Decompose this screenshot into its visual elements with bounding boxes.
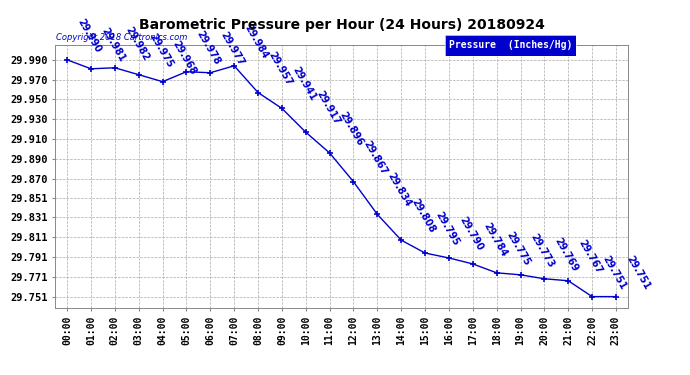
Text: 29.982: 29.982 bbox=[124, 25, 150, 62]
Text: 29.981: 29.981 bbox=[99, 26, 127, 63]
Text: 29.808: 29.808 bbox=[410, 197, 437, 235]
Text: 29.769: 29.769 bbox=[553, 236, 580, 273]
Title: Barometric Pressure per Hour (24 Hours) 20180924: Barometric Pressure per Hour (24 Hours) … bbox=[139, 18, 544, 32]
Text: 29.795: 29.795 bbox=[433, 210, 461, 248]
Text: 29.773: 29.773 bbox=[529, 232, 556, 269]
Text: 29.990: 29.990 bbox=[75, 17, 103, 54]
Text: 29.834: 29.834 bbox=[386, 171, 413, 209]
Text: 29.767: 29.767 bbox=[577, 238, 604, 275]
Text: 29.775: 29.775 bbox=[505, 230, 533, 267]
Text: Copyright 2018 Cartronics.com: Copyright 2018 Cartronics.com bbox=[56, 33, 187, 42]
Text: 29.977: 29.977 bbox=[219, 30, 246, 67]
Text: 29.790: 29.790 bbox=[457, 215, 484, 252]
Text: 29.978: 29.978 bbox=[195, 28, 222, 66]
Text: 29.975: 29.975 bbox=[147, 32, 175, 69]
Text: 29.867: 29.867 bbox=[362, 138, 389, 176]
Text: 29.784: 29.784 bbox=[481, 221, 509, 258]
Text: 29.968: 29.968 bbox=[171, 39, 199, 76]
Text: 29.984: 29.984 bbox=[242, 22, 270, 60]
Text: 29.751: 29.751 bbox=[624, 254, 652, 291]
Text: 29.957: 29.957 bbox=[266, 50, 294, 87]
Text: 29.941: 29.941 bbox=[290, 65, 317, 103]
Text: 29.917: 29.917 bbox=[314, 89, 342, 127]
Text: 29.896: 29.896 bbox=[338, 110, 366, 147]
Text: 29.751: 29.751 bbox=[600, 254, 628, 291]
